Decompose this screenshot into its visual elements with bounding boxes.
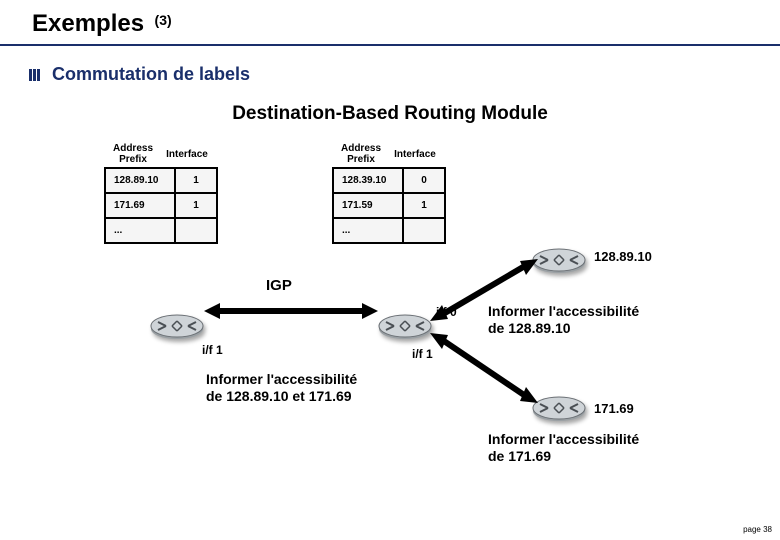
- routing-table-left: 128.89.10 1 171.69 1 ...: [104, 167, 218, 244]
- if1-center-label: i/f 1: [412, 347, 433, 361]
- table-row: 128.89.10 1: [105, 168, 217, 193]
- routing-table-right: 128.39.10 0 171.59 1 ...: [332, 167, 446, 244]
- cell-prefix: 128.89.10: [105, 168, 175, 193]
- table-right-col2-hdr: Interface: [390, 149, 440, 160]
- caption-center: Informer l'accessibilitéde 128.89.10 et …: [206, 371, 357, 405]
- bullet-icon: [28, 68, 42, 82]
- cell-iface: 1: [175, 168, 217, 193]
- if1-left-label: i/f 1: [202, 343, 223, 357]
- cell-prefix: 171.69: [105, 193, 175, 218]
- caption-right-top: Informer l'accessibilitéde 128.89.10: [488, 303, 639, 337]
- slide-header: Exemples (3): [0, 0, 780, 46]
- slide-title-super: (3): [155, 12, 172, 28]
- cell-prefix: ...: [333, 218, 403, 243]
- cell-prefix: 171.59: [333, 193, 403, 218]
- table-right-col1-hdr: AddressPrefix: [336, 143, 386, 165]
- slide-title: Exemples: [32, 10, 144, 38]
- arrow-center-bottomright: [430, 329, 540, 409]
- cell-iface: [175, 218, 217, 243]
- table-row: 171.69 1: [105, 193, 217, 218]
- router-center: [376, 313, 434, 341]
- caption-right-bottom: Informer l'accessibilitéde 171.69: [488, 431, 639, 465]
- cell-prefix: 128.39.10: [333, 168, 403, 193]
- table-row: 128.39.10 0: [333, 168, 445, 193]
- bullet-text: Commutation de labels: [52, 64, 250, 85]
- dest-bottom-label: 171.69: [594, 401, 634, 416]
- router-left: [148, 313, 206, 341]
- diagram-title: Destination-Based Routing Module: [0, 103, 780, 125]
- table-left-col2-hdr: Interface: [162, 149, 212, 160]
- table-left-col1-hdr: AddressPrefix: [108, 143, 158, 165]
- bullet-row: Commutation de labels: [0, 46, 780, 89]
- igp-label: IGP: [266, 277, 292, 294]
- cell-prefix: ...: [105, 218, 175, 243]
- if0-label: i/f 0: [436, 305, 457, 319]
- page-number: page 38: [743, 525, 772, 534]
- arrow-left-center: [204, 293, 378, 329]
- table-row: 171.59 1: [333, 193, 445, 218]
- table-row: ...: [333, 218, 445, 243]
- dest-top-label: 128.89.10: [594, 249, 652, 264]
- cell-iface: 0: [403, 168, 445, 193]
- table-row: ...: [105, 218, 217, 243]
- diagram-area: AddressPrefix Interface 128.89.10 1 171.…: [0, 125, 780, 505]
- cell-iface: 1: [175, 193, 217, 218]
- cell-iface: 1: [403, 193, 445, 218]
- cell-iface: [403, 218, 445, 243]
